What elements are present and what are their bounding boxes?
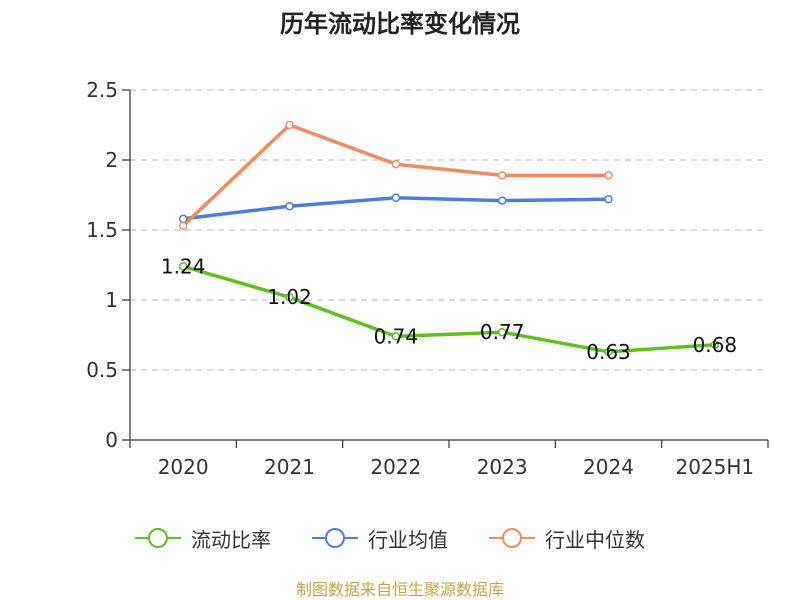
x-tick-label: 2024 [583,455,634,479]
x-tick-label: 2023 [477,455,528,479]
legend-swatch-industry-median-icon [489,528,535,548]
y-tick-label: 0 [105,428,118,452]
series-line [182,264,715,354]
data-point[interactable] [285,201,294,211]
data-label: 0.74 [374,324,419,348]
data-source-note: 制图数据来自恒生聚源数据库 [295,580,504,599]
data-point[interactable] [391,159,401,169]
x-tick-label: 2025H1 [675,455,754,479]
data-label: 0.68 [693,333,738,357]
data-point[interactable] [178,221,188,231]
data-point[interactable] [604,347,613,357]
data-point[interactable] [497,327,507,337]
data-label: 0.63 [586,340,631,364]
data-point[interactable] [604,194,613,204]
data-label: 1.24 [161,254,206,278]
data-point[interactable] [285,120,294,130]
legend-item-industry-mean[interactable]: 行业均值 [310,518,448,558]
x-tick-label: 2022 [370,455,421,479]
legend-swatch-industry-mean-icon [312,528,358,548]
x-tick-label: 2020 [158,455,209,479]
y-tick-label: 2.5 [86,78,118,102]
y-tick-label: 0.5 [86,358,118,382]
legend-swatch-current-ratio-icon [135,528,181,548]
data-point[interactable] [604,171,613,180]
y-tick-label: 1.5 [86,218,118,242]
data-point[interactable] [710,340,720,350]
legend-item-current-ratio[interactable]: 流动比率 [133,518,271,558]
y-tick-label: 1 [105,288,118,312]
data-point[interactable] [285,292,294,302]
data-point[interactable] [497,196,507,205]
data-point[interactable] [391,332,401,341]
data-point[interactable] [391,193,401,203]
chart-title: 历年流动比率变化情况 [280,10,520,38]
data-label: 0.77 [480,320,525,344]
legend-item-industry-median[interactable]: 行业中位数 [487,518,645,558]
legend-label-current-ratio: 流动比率 [191,527,271,552]
x-tick-label: 2021 [264,455,315,479]
legend-label-industry-mean: 行业均值 [368,527,448,552]
legend-label-industry-median: 行业中位数 [545,527,645,552]
data-label: 1.02 [267,285,312,309]
data-point[interactable] [497,171,507,180]
legend: 流动比率 行业均值 行业中位数 [0,518,800,558]
y-tick-label: 2 [105,148,118,172]
data-point[interactable] [178,262,188,271]
